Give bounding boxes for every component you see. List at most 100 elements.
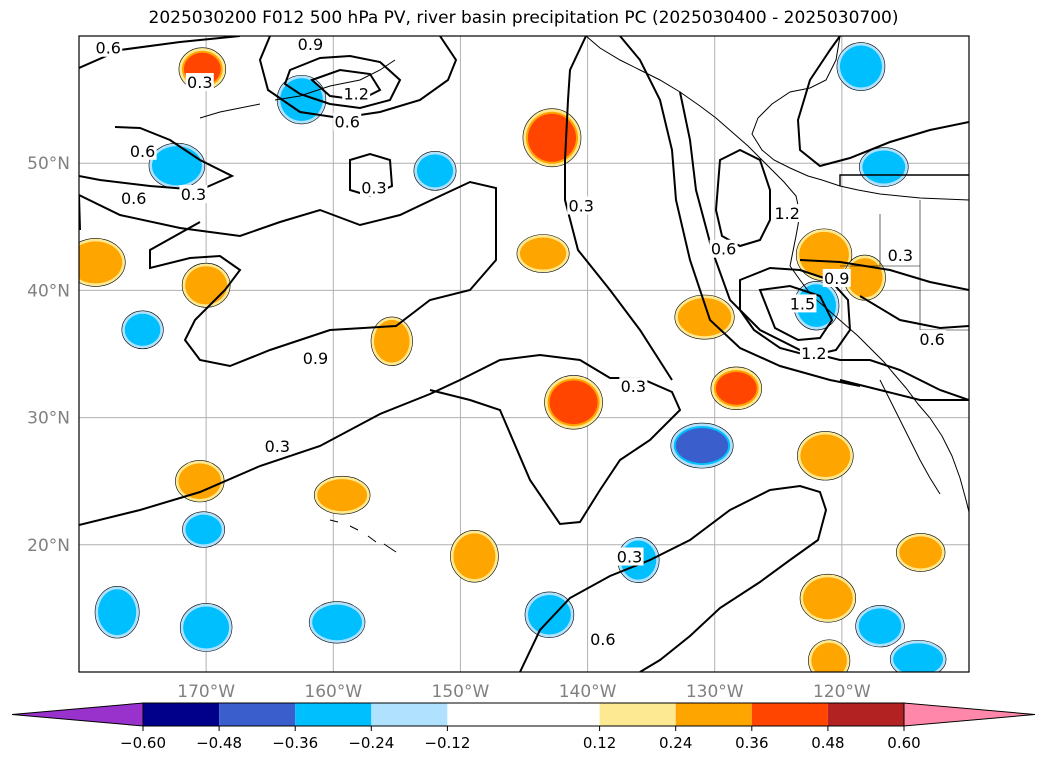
- contour-label: 0.9: [824, 269, 849, 288]
- contour-label-bg: [301, 349, 330, 368]
- pv-contour-line: [519, 484, 828, 672]
- contour-label-bg: [342, 84, 371, 103]
- colorbar-extend-max: [903, 702, 1036, 727]
- contour-label: 1.5: [790, 294, 815, 313]
- precip-cell: [841, 47, 880, 86]
- precip-cell: [100, 591, 135, 634]
- pv-contour-line: [739, 266, 852, 358]
- contour-label-bg: [128, 141, 157, 160]
- contour-label: 0.6: [121, 189, 146, 208]
- colorbar: −0.60 −0.48 −0.36 −0.24 −0.12 0.12 0.24 0.36 0.4…: [11, 702, 1036, 752]
- pv-contour-labels: 0.6 0.3 0.9 1.2 0.6 0.6 0.6 0.3 0.3 0.3 0.9 0.3 0.3 0…: [94, 34, 947, 649]
- precip-cell: [549, 380, 598, 425]
- contour-label-bg: [709, 239, 738, 258]
- precip-cell: [901, 538, 941, 567]
- precip-cell: [180, 465, 220, 498]
- contour-label-bg: [773, 204, 802, 223]
- pv-contour-line: [283, 54, 402, 110]
- y-tick-label: 40°N: [27, 281, 70, 301]
- precip-cell: [715, 371, 757, 405]
- pv-contour-line: [714, 148, 771, 248]
- precip-cell: [521, 239, 565, 268]
- precip-cell: [455, 535, 494, 578]
- contour-label: 0.9: [303, 349, 328, 368]
- precip-cell: [895, 645, 942, 672]
- colorbar-tick-label: −0.48: [196, 734, 242, 752]
- contour-label-bg: [918, 330, 947, 349]
- contour-label-bg: [263, 436, 292, 455]
- contour-label: 1.2: [801, 344, 826, 363]
- contour-label: 0.3: [187, 73, 212, 92]
- colorbar-tick-label: −0.24: [348, 734, 394, 752]
- baja-california: [879, 379, 941, 495]
- precip-cell: [187, 268, 226, 303]
- aleutian-islands: [199, 59, 396, 119]
- x-tick-label: 170°W: [177, 682, 235, 702]
- contour-label-bg: [619, 377, 648, 396]
- x-tick-label: 150°W: [432, 682, 490, 702]
- colorbar-segment: [143, 703, 220, 726]
- precip-cell: [418, 156, 452, 186]
- colorbar-tick-label: −0.60: [120, 734, 166, 752]
- contour-label-bg: [588, 630, 617, 649]
- precip-cell: [153, 148, 200, 184]
- contour-label: 0.6: [96, 39, 121, 58]
- colorbar-tick-label: 0.60: [887, 734, 920, 752]
- canada-us-border: [839, 174, 969, 186]
- pv-contour-line: [310, 68, 382, 102]
- precip-cell: [848, 260, 881, 296]
- contour-label-bg: [94, 38, 123, 57]
- contour-label-bg: [333, 112, 362, 131]
- precip-cell: [126, 315, 159, 344]
- colorbar-segment: [827, 703, 904, 726]
- x-tick-label: 120°W: [813, 682, 871, 702]
- y-tick-label: 20°N: [27, 536, 70, 556]
- x-tick-label: 160°W: [304, 682, 362, 702]
- pv-contour-line: [564, 36, 673, 381]
- contour-label: 0.6: [590, 630, 615, 649]
- contour-label: 0.6: [335, 112, 360, 131]
- colorbar-tick-label: 0.24: [659, 734, 692, 752]
- x-tick-label: 130°W: [686, 682, 744, 702]
- contour-label-bg: [185, 73, 214, 92]
- contour-label: 0.3: [617, 548, 642, 567]
- pv-contour-line: [79, 126, 235, 192]
- precipitation-pc-field: [79, 42, 947, 672]
- contour-label-bg: [296, 34, 325, 53]
- alaska-coast: [751, 36, 969, 201]
- contour-label-bg: [615, 547, 644, 566]
- colorbar-tick-label: −0.36: [272, 734, 318, 752]
- precip-cell: [802, 436, 849, 476]
- precip-cell: [529, 596, 569, 633]
- colorbar-segment: [751, 703, 828, 726]
- pv-contour-line: [79, 180, 497, 368]
- hawaiian-islands: [329, 519, 397, 553]
- precip-cell: [282, 80, 321, 119]
- pv-contour-line: [679, 91, 969, 401]
- pv-contour-line: [349, 152, 394, 198]
- precip-cell: [860, 610, 900, 643]
- contour-label: 0.3: [361, 179, 386, 198]
- contour-label-bg: [119, 188, 148, 207]
- contour-label-bg: [788, 294, 817, 313]
- contour-label-bg: [886, 246, 915, 265]
- precip-cell: [187, 516, 220, 543]
- colorbar-segment: [295, 703, 372, 726]
- precip-cell: [79, 243, 121, 282]
- contour-label: 1.2: [343, 85, 368, 104]
- contour-label: 0.3: [265, 437, 290, 456]
- colorbar-tick-label: 0.48: [811, 734, 844, 752]
- chart-title: 2025030200 F012 500 hPa PV, river basin …: [148, 8, 899, 28]
- precip-cell: [801, 233, 847, 276]
- pv-contour-line: [799, 259, 969, 291]
- pv-contour-line: [619, 36, 861, 387]
- precip-cell: [805, 579, 851, 618]
- precip-cell: [675, 428, 729, 464]
- precip-cell: [319, 481, 366, 510]
- contour-label: 1.2: [774, 204, 799, 223]
- colorbar-segment: [675, 703, 752, 726]
- colorbar-segment: [447, 703, 600, 726]
- pv-contour-line: [839, 295, 969, 401]
- contour-label-bg: [179, 185, 208, 203]
